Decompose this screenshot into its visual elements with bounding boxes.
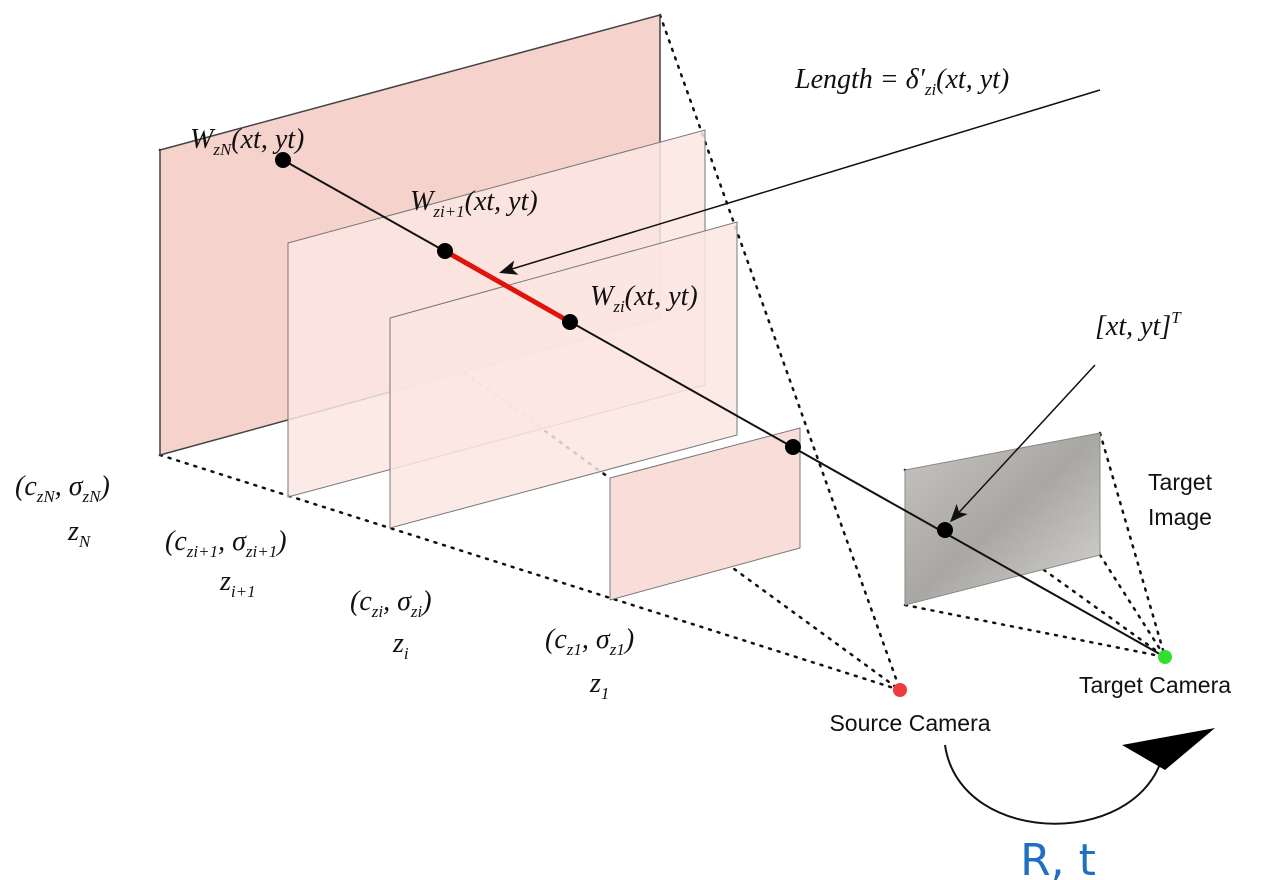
label-part: z bbox=[219, 566, 231, 597]
math-label: zN bbox=[67, 516, 92, 551]
math-label: (cz1, σz1) bbox=[545, 624, 634, 659]
label-part: i+1 bbox=[231, 582, 256, 601]
label-part: zi bbox=[410, 602, 423, 621]
math-label: zi bbox=[392, 628, 409, 663]
label-part: 1 bbox=[601, 684, 610, 703]
target-camera-label: Target Camera bbox=[1079, 672, 1231, 698]
label-part: , σ bbox=[582, 624, 611, 655]
label-part: i bbox=[404, 644, 409, 663]
label-part: ) bbox=[275, 526, 286, 557]
label-part: zi+1 bbox=[186, 542, 218, 561]
math-label: z1 bbox=[589, 668, 609, 703]
motion-arrow bbox=[945, 745, 1165, 824]
label-part: zi bbox=[371, 602, 384, 621]
target-image bbox=[905, 433, 1100, 605]
label-part: (xt, yt) bbox=[231, 124, 304, 155]
label-part: (c bbox=[545, 624, 567, 655]
label-part: ) bbox=[623, 624, 634, 655]
source-camera bbox=[893, 683, 907, 697]
label-part: zi+1 bbox=[432, 202, 464, 221]
label-part: z bbox=[392, 628, 404, 659]
label-part: W bbox=[410, 186, 436, 217]
label-part: (c bbox=[165, 526, 187, 557]
label-part: (c bbox=[15, 471, 37, 502]
diagram: Target Image Target Camera Source Camera… bbox=[0, 0, 1263, 880]
target-image-label: Target bbox=[1148, 469, 1213, 495]
label-part: zN bbox=[36, 487, 57, 506]
math-label: WzN(xt, yt) bbox=[190, 124, 304, 159]
label-part: ) bbox=[420, 586, 431, 617]
target-camera bbox=[1158, 650, 1172, 664]
label-part: W bbox=[590, 281, 616, 312]
label-part: zN bbox=[212, 140, 233, 159]
label-part: T bbox=[1171, 308, 1182, 327]
label-part: z1 bbox=[566, 640, 582, 659]
motion-label: R, t bbox=[1020, 835, 1096, 880]
label-part: W bbox=[190, 124, 216, 155]
math-label: zi+1 bbox=[219, 566, 256, 601]
label-part: Length = δ′ bbox=[794, 64, 926, 95]
label-part: z1 bbox=[609, 640, 625, 659]
target-image-label: Image bbox=[1148, 504, 1212, 530]
math-label: Wzi(xt, yt) bbox=[590, 281, 698, 316]
label-part: zi+1 bbox=[245, 542, 277, 561]
label-part: , σ bbox=[55, 471, 84, 502]
label-part: z bbox=[589, 668, 601, 699]
label-part: N bbox=[78, 532, 92, 551]
label-part: (xt, yt) bbox=[625, 281, 698, 312]
math-label: Wzi+1(xt, yt) bbox=[410, 186, 538, 221]
label-part: z bbox=[67, 516, 79, 547]
label-part: zi bbox=[924, 80, 937, 99]
math-label: Length = δ′zi(xt, yt) bbox=[794, 64, 1009, 99]
label-part: [xt, yt] bbox=[1095, 311, 1171, 342]
math-label: (czN, σzN) bbox=[15, 471, 110, 506]
math-label: (czi, σzi) bbox=[350, 586, 432, 621]
label-part: zN bbox=[82, 487, 103, 506]
label-part: , σ bbox=[383, 586, 412, 617]
label-part: , σ bbox=[218, 526, 247, 557]
math-label: (czi+1, σzi+1) bbox=[165, 526, 287, 561]
label-part: (c bbox=[350, 586, 372, 617]
math-label: [xt, yt]T bbox=[1095, 308, 1182, 342]
label-part: (xt, yt) bbox=[936, 64, 1009, 95]
label-part: (xt, yt) bbox=[465, 186, 538, 217]
motion-arrowhead bbox=[1122, 728, 1215, 770]
source-camera-label: Source Camera bbox=[829, 710, 990, 736]
label-part: zi bbox=[612, 297, 625, 316]
label-part: ) bbox=[99, 471, 110, 502]
